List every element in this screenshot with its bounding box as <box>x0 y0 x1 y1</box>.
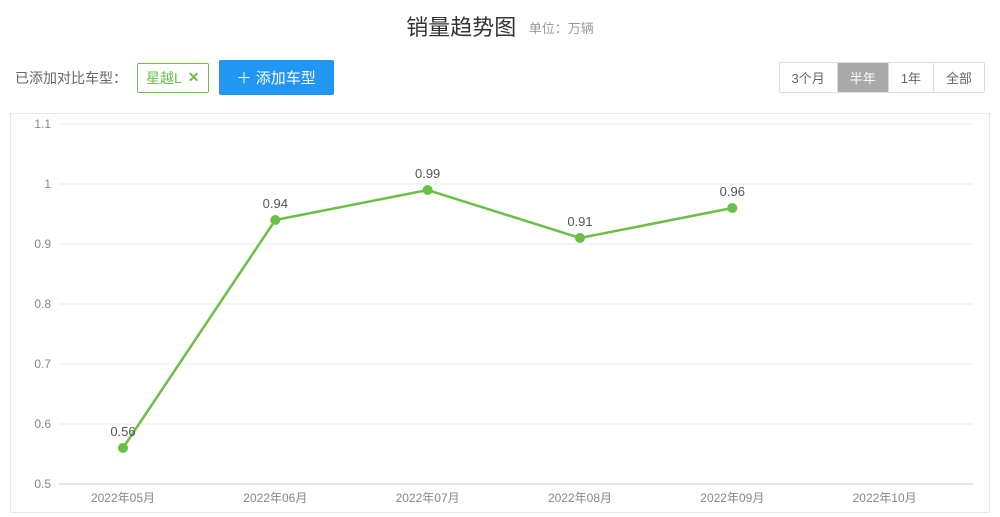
svg-text:2022年05月: 2022年05月 <box>91 491 155 505</box>
time-range-option[interactable]: 全部 <box>933 63 984 92</box>
time-range-option[interactable]: 半年 <box>837 63 888 92</box>
model-tag[interactable]: 星越L ✕ <box>137 63 209 93</box>
time-range-option[interactable]: 1年 <box>888 63 933 92</box>
svg-text:2022年09月: 2022年09月 <box>700 491 764 505</box>
svg-text:2022年06月: 2022年06月 <box>243 491 307 505</box>
svg-text:2022年10月: 2022年10月 <box>853 491 917 505</box>
controls-row: 已添加对比车型： 星越L ✕ ＋ 添加车型 3个月半年1年全部 <box>10 60 990 95</box>
time-range-group: 3个月半年1年全部 <box>779 62 986 93</box>
model-tag-label: 星越L <box>146 68 182 88</box>
svg-text:0.96: 0.96 <box>720 184 745 199</box>
time-range-option[interactable]: 3个月 <box>780 63 837 92</box>
svg-text:0.56: 0.56 <box>110 424 135 439</box>
svg-text:0.99: 0.99 <box>415 166 440 181</box>
chart-header: 销量趋势图 单位：万辆 <box>10 10 990 42</box>
left-controls: 已添加对比车型： 星越L ✕ ＋ 添加车型 <box>15 60 334 95</box>
svg-text:0.6: 0.6 <box>34 417 51 431</box>
svg-text:0.9: 0.9 <box>34 237 51 251</box>
svg-text:1.1: 1.1 <box>34 117 51 131</box>
svg-text:2022年07月: 2022年07月 <box>396 491 460 505</box>
chart-title: 销量趋势图 <box>406 15 516 40</box>
add-model-button[interactable]: ＋ 添加车型 <box>219 60 334 95</box>
sales-trend-chart: 0.50.60.70.80.911.12022年05月2022年06月2022年… <box>10 113 990 513</box>
svg-text:0.94: 0.94 <box>263 196 288 211</box>
svg-text:0.7: 0.7 <box>34 357 51 371</box>
close-icon[interactable]: ✕ <box>188 69 200 86</box>
svg-text:0.5: 0.5 <box>34 477 51 491</box>
svg-text:2022年08月: 2022年08月 <box>548 491 612 505</box>
svg-text:0.91: 0.91 <box>567 214 592 229</box>
svg-text:1: 1 <box>44 177 51 191</box>
compare-label: 已添加对比车型： <box>15 68 127 88</box>
chart-subtitle: 单位：万辆 <box>529 21 594 36</box>
svg-text:0.8: 0.8 <box>34 297 51 311</box>
